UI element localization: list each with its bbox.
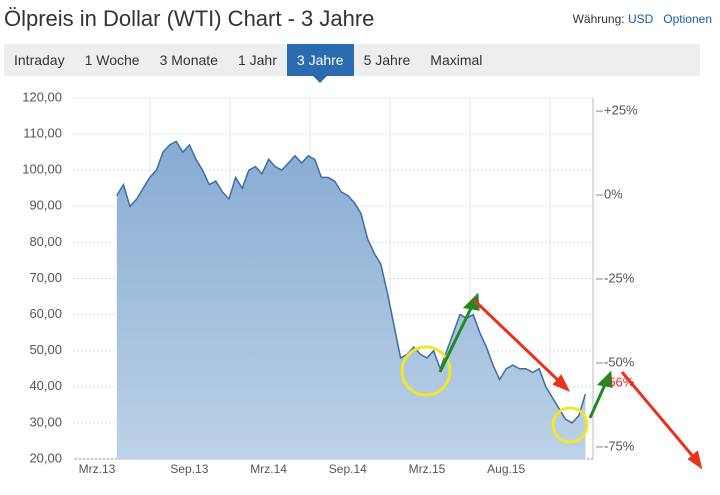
arrow [472, 298, 564, 386]
tab[interactable]: 1 Jahr [237, 52, 277, 68]
tab-bar: Intraday 1 Woche 3 Monate 1 Jahr 3 Jahre 5 Ja… [4, 44, 700, 83]
y-tick-label: 50,00 [29, 342, 62, 357]
y-tick-label: 100,00 [22, 162, 62, 177]
arrow-head [687, 450, 703, 470]
arrow [588, 379, 609, 419]
tab[interactable]: 3 Monate [159, 52, 218, 68]
arrow-head [596, 370, 613, 388]
tab[interactable]: Maximal [430, 52, 483, 68]
tab[interactable]: 5 Jahre [363, 52, 411, 68]
x-tick-label: Mrz.13 [79, 462, 116, 476]
y-tick-label: 40,00 [29, 378, 62, 393]
x-tick-label: Aug.15 [487, 462, 525, 476]
y2-tick-label: -75% [604, 438, 635, 453]
currency: Währung: USD Optionen [573, 12, 712, 26]
tab[interactable]: 1 Woche [84, 52, 140, 68]
currency-link[interactable]: USD [627, 12, 654, 26]
area [116, 141, 586, 459]
y-tick-label: 110,00 [23, 126, 62, 141]
y-tick-label: 90,00 [29, 198, 62, 213]
currency-label: Währung: [572, 12, 625, 26]
current-value-label: -56% [604, 375, 635, 390]
y-tick-label: 80,00 [29, 234, 62, 249]
y-tick-label: 120,00 [22, 89, 62, 104]
tab[interactable]: 3 Jahre [286, 44, 354, 83]
arrow-head [552, 374, 571, 392]
y2-tick-label: +25% [604, 103, 638, 118]
tab[interactable]: Intraday [14, 52, 65, 68]
x-tick-label: Mrz.14 [250, 462, 287, 476]
y-tick-label: 70,00 [29, 270, 62, 285]
title: Ölpreis in Dollar (WTI) Chart - 3 Jahre [4, 6, 375, 31]
arrow [438, 301, 476, 373]
line [116, 140, 587, 424]
annotations [400, 292, 703, 470]
y-tick-label: 60,00 [29, 306, 62, 321]
y2-tick-label: -25% [604, 270, 635, 285]
x-tick-label: Sep.14 [329, 462, 367, 476]
y2-tick-label: -50% [604, 354, 635, 369]
y-tick-label: 20,00 [29, 450, 62, 465]
y-tick-label: 30,00 [29, 414, 62, 429]
y2-tick-label: 0% [604, 186, 623, 201]
x-tick-label: Mrz.15 [409, 462, 446, 476]
x-tick-label: Sep.13 [170, 462, 208, 476]
options-link[interactable]: Optionen [663, 12, 712, 26]
highlight-circle [551, 406, 589, 444]
arrow [620, 371, 698, 461]
highlight-circle [400, 345, 452, 397]
